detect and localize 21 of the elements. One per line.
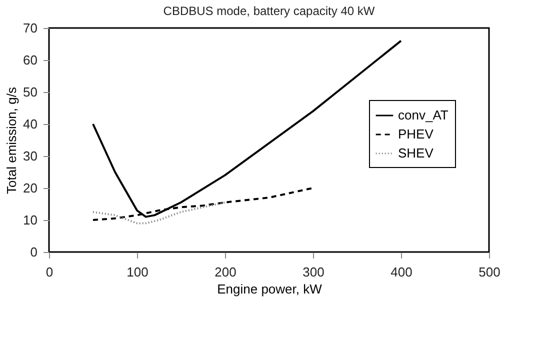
y-tick-label: 20 <box>23 180 38 196</box>
chart-title: CBDBUS mode, battery capacity 40 kW <box>163 4 376 18</box>
y-tick-label: 70 <box>23 20 38 36</box>
y-tick-label: 60 <box>23 52 38 68</box>
y-tick-label: 50 <box>23 84 38 100</box>
y-axis-title: Total emission, g/s <box>4 86 20 194</box>
y-tick-label: 0 <box>30 244 38 260</box>
x-tick-label: 400 <box>390 264 412 280</box>
x-tick-label: 300 <box>302 264 324 280</box>
y-tick-label: 30 <box>23 148 38 164</box>
line-series <box>92 201 226 224</box>
y-tick-label: 10 <box>23 212 38 228</box>
x-tick-label: 500 <box>478 264 500 280</box>
x-tick-label: 200 <box>214 264 236 280</box>
x-tick-label: 100 <box>126 264 148 280</box>
legend-label: PHEV <box>398 126 434 142</box>
x-tick-label: 0 <box>46 264 54 280</box>
x-axis-title: Engine power, kW <box>217 282 323 296</box>
y-tick-label: 40 <box>23 116 38 132</box>
legend-label: conv_AT <box>398 108 448 122</box>
legend-label: SHEV <box>398 146 434 160</box>
